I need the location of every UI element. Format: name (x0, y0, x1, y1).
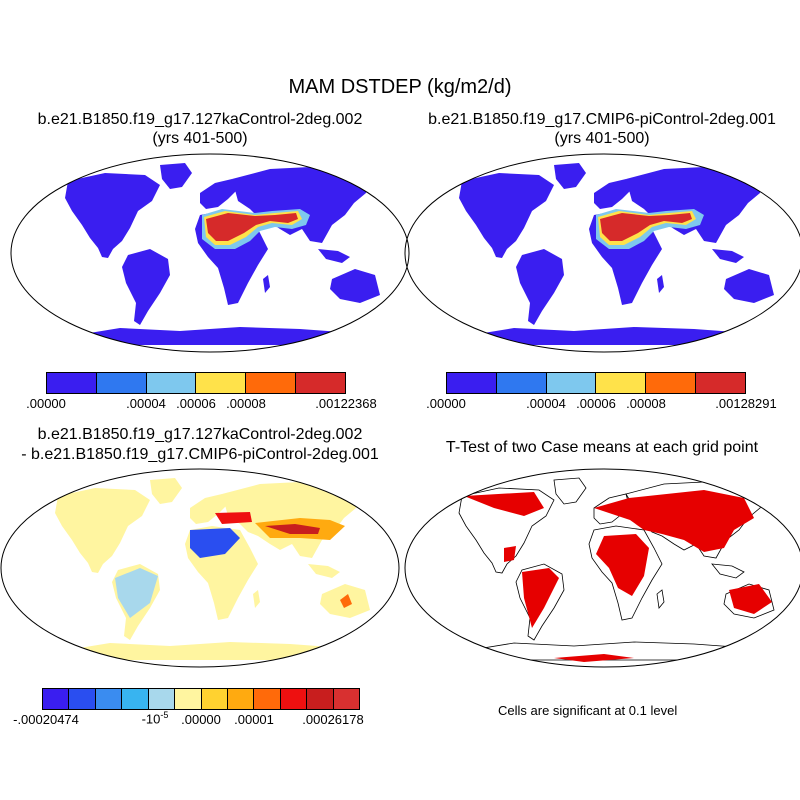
panel-a-title: b.e21.B1850.f19_g17.127kaControl-2deg.00… (37, 111, 363, 128)
panel-a-band-red (206, 213, 298, 241)
panel-b-tick: .00008 (626, 396, 666, 411)
colorbar-swatch (333, 689, 360, 709)
panel-b-colorbar (446, 372, 746, 394)
colorbar-swatch (122, 689, 149, 709)
panel-c-australia-orange (340, 594, 352, 608)
panel-b-map (404, 153, 800, 353)
colorbar-swatch (696, 373, 745, 393)
panel-b-tick: .00006 (576, 396, 616, 411)
panel-b-years: (yrs 401-500) (554, 130, 650, 147)
panel-c-map (0, 468, 400, 668)
panel-a-land (50, 163, 394, 345)
colorbar-swatch (175, 689, 202, 709)
panel-a-tick: .00006 (176, 396, 216, 411)
colorbar-swatch (307, 689, 334, 709)
panel-d-sig-northamerica (464, 492, 544, 516)
panel-c-europe-red (215, 512, 252, 524)
panel-c-title: b.e21.B1850.f19_g17.127kaControl-2deg.00… (37, 426, 363, 443)
panel-a-tick: .00008 (226, 396, 266, 411)
panel-b-band-red (600, 213, 692, 241)
panel-b-title: b.e21.B1850.f19_g17.CMIP6-piControl-2deg… (428, 111, 776, 128)
panel-c-asia-red (265, 524, 320, 534)
colorbar-swatch (296, 373, 345, 393)
colorbar-swatch (280, 689, 308, 709)
colorbar-swatch (148, 689, 176, 709)
panel-b-tick: .00128291 (715, 396, 777, 411)
panel-d-sig-southamerica (522, 568, 559, 628)
panel-d-sig-antarctica (554, 654, 634, 662)
colorbar-swatch (646, 373, 697, 393)
panel-c-southamerica-blue (115, 568, 158, 618)
colorbar-swatch (196, 373, 247, 393)
figure-title: MAM DSTDEP (kg/m2/d) (288, 76, 512, 98)
colorbar-swatch (546, 373, 597, 393)
colorbar-swatch (227, 689, 255, 709)
colorbar-swatch (254, 689, 281, 709)
panel-d-sig-africa (596, 534, 649, 596)
panel-c-land (40, 478, 384, 660)
panel-c-tick: .00026178 (302, 712, 364, 727)
colorbar-swatch (146, 373, 197, 393)
panel-b-land (444, 163, 788, 345)
panel-a-tick: .00000 (26, 396, 66, 411)
colorbar-swatch (69, 689, 96, 709)
colorbar-swatch (496, 373, 547, 393)
panel-d-sig-australia (729, 584, 772, 614)
colorbar-swatch (96, 373, 147, 393)
panel-c-tick: .00001 (234, 712, 274, 727)
colorbar-swatch (246, 373, 297, 393)
panel-d-map (404, 468, 800, 668)
panel-c-tick-exp: -10-5 (141, 710, 169, 727)
colorbar-swatch (47, 373, 97, 393)
panel-a-colorbar (46, 372, 346, 394)
panel-d-sig-eurasia (594, 490, 754, 552)
panel-c-sahara-blue (190, 528, 240, 558)
panel-b-tick: .00004 (526, 396, 566, 411)
panel-b-tick: .00000 (426, 396, 466, 411)
panel-d-note: Cells are significant at 0.1 level (498, 703, 678, 718)
colorbar-swatch (95, 689, 123, 709)
panel-a-tick: .00122368 (315, 396, 377, 411)
panel-c-colorbar (42, 688, 360, 710)
panel-d-title: T-Test of two Case means at each grid po… (445, 439, 759, 456)
panel-c-tick: .00000 (181, 712, 221, 727)
panel-a-tick: .00004 (126, 396, 166, 411)
colorbar-swatch (596, 373, 647, 393)
panel-d-sig-centralamerica (504, 546, 516, 562)
colorbar-swatch (447, 373, 497, 393)
panel-a-years: (yrs 401-500) (152, 130, 248, 147)
colorbar-swatch (201, 689, 228, 709)
colorbar-swatch (43, 689, 70, 709)
panel-a-map (10, 153, 410, 353)
panel-c-tick: -.00020474 (13, 712, 79, 727)
panel-c-subtitle: - b.e21.B1850.f19_g17.CMIP6-piControl-2d… (21, 446, 379, 463)
